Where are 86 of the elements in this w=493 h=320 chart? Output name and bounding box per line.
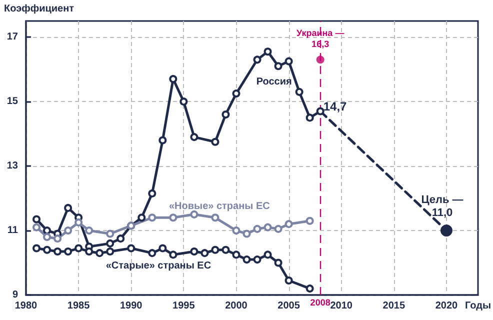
point xyxy=(106,247,114,256)
point xyxy=(127,244,136,252)
point xyxy=(295,88,304,96)
point xyxy=(148,249,156,258)
x-axis-title: Годы xyxy=(464,300,492,312)
point xyxy=(64,226,72,235)
point xyxy=(232,90,240,98)
series-label: «Старые» страны ЕС xyxy=(106,260,212,272)
point xyxy=(148,189,156,198)
point xyxy=(32,244,41,252)
point xyxy=(306,216,314,225)
point xyxy=(64,204,72,212)
point xyxy=(440,224,452,237)
point xyxy=(54,247,62,256)
point xyxy=(43,232,52,241)
x-tick-label: 2000 xyxy=(225,300,248,312)
point xyxy=(274,62,282,70)
point xyxy=(200,249,209,258)
point xyxy=(148,214,156,222)
point xyxy=(138,214,146,222)
point xyxy=(222,246,230,254)
point xyxy=(253,56,262,64)
point xyxy=(242,230,251,238)
point xyxy=(74,218,83,226)
point xyxy=(180,98,188,106)
y-tick-label: 15 xyxy=(6,96,18,108)
point xyxy=(43,246,52,254)
point xyxy=(43,226,52,235)
x-tick-label: 2010 xyxy=(330,300,353,312)
point xyxy=(85,226,94,235)
point xyxy=(85,247,94,256)
x-tick-label: 1995 xyxy=(172,300,196,312)
point xyxy=(306,284,314,293)
point xyxy=(211,138,220,146)
point xyxy=(316,107,324,116)
point xyxy=(190,133,198,142)
y-tick-label: 9 xyxy=(12,290,18,300)
point xyxy=(222,110,230,118)
point xyxy=(190,210,198,218)
y-axis-title: Коэффициент xyxy=(4,4,74,14)
point xyxy=(253,224,262,233)
y-tick-label: 17 xyxy=(6,32,18,43)
ref-line-label: 2008 xyxy=(310,298,330,308)
point xyxy=(232,226,240,235)
point xyxy=(284,220,293,228)
point xyxy=(64,247,72,256)
point xyxy=(232,250,240,259)
point xyxy=(96,249,104,258)
point xyxy=(169,75,178,84)
point xyxy=(264,250,272,259)
annotation: 14,7 xyxy=(323,99,348,114)
point xyxy=(274,258,282,267)
point xyxy=(74,244,83,252)
point xyxy=(211,214,220,222)
y-tick-label: 13 xyxy=(6,160,18,172)
point xyxy=(274,224,282,233)
point xyxy=(169,214,178,222)
x-tick-label: 2015 xyxy=(382,300,406,312)
point xyxy=(284,57,293,66)
point xyxy=(106,239,114,248)
x-tick-label: 2020 xyxy=(435,300,458,312)
x-tick-label: 2005 xyxy=(278,300,300,312)
point xyxy=(158,136,167,144)
point xyxy=(306,114,314,122)
point xyxy=(316,56,324,64)
x-tick-label: 1980 xyxy=(14,300,38,312)
point xyxy=(106,230,114,238)
annotation: Цель — 11,0 xyxy=(421,194,464,219)
point xyxy=(116,234,125,243)
x-tick-label: 1990 xyxy=(120,300,143,312)
point xyxy=(54,234,62,243)
point xyxy=(242,256,251,264)
point xyxy=(169,250,178,259)
point xyxy=(264,223,272,232)
series-label: «Новые» страны ЕС xyxy=(168,200,270,212)
point xyxy=(284,276,293,284)
point xyxy=(211,246,220,254)
point xyxy=(32,215,41,224)
series-label: Россия xyxy=(256,76,292,88)
point xyxy=(264,48,272,56)
point xyxy=(158,244,167,252)
x-tick-label: 1985 xyxy=(67,300,90,312)
point xyxy=(32,223,41,232)
point xyxy=(190,247,198,256)
point xyxy=(253,256,262,264)
y-tick-label: 11 xyxy=(7,225,18,236)
